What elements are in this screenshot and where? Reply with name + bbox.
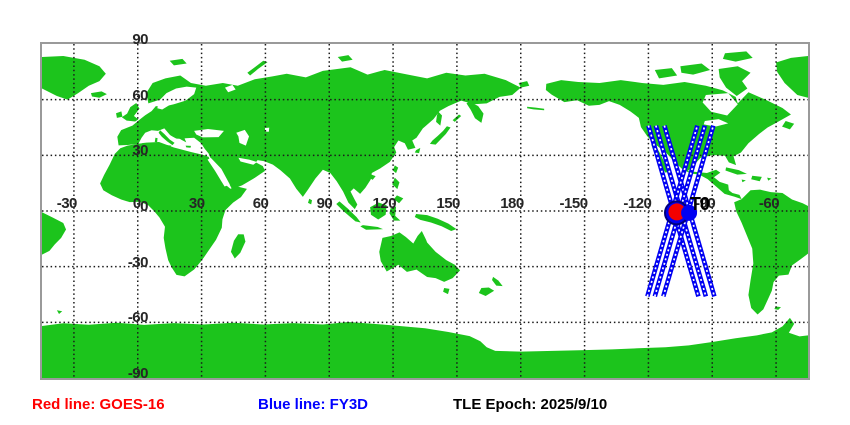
world-map	[42, 51, 808, 378]
continent-greenland-west	[42, 56, 106, 100]
fy3d-track-core-desc-2	[663, 125, 716, 297]
sea-great-lakes	[703, 119, 729, 127]
goes16-marker	[668, 203, 686, 221]
sea-baltic	[157, 88, 188, 110]
epoch-marker-label: T0	[689, 193, 710, 214]
island-crete	[185, 145, 191, 148]
island-java	[360, 225, 384, 230]
peninsula-greece	[178, 135, 187, 143]
continent-africa	[100, 141, 247, 277]
island-sulawesi	[389, 206, 401, 221]
island-hispaniola	[751, 175, 762, 182]
fy3d-marker-front	[681, 204, 698, 221]
island-sri-lanka	[307, 198, 313, 205]
island-sakhalin	[436, 111, 443, 126]
island-newfoundland	[782, 121, 795, 130]
fy3d-track-core-desc-1	[655, 125, 707, 297]
continent-antarctica	[42, 317, 808, 378]
legend-fy3d: Blue line: FY3D	[258, 396, 369, 413]
fy3d-track-core-asc-2	[662, 125, 715, 297]
continent-australia	[379, 231, 461, 282]
island-arctic	[680, 63, 711, 75]
fy3d-track-core-asc-1	[653, 125, 706, 297]
island-iceland	[90, 91, 107, 98]
legend-goes16: Red line: GOES-16	[32, 396, 165, 413]
fy3d-track-core-asc-0	[646, 125, 699, 297]
island-mindanao	[393, 195, 404, 204]
continent-greenland-east	[776, 56, 808, 98]
island-britain	[121, 103, 140, 122]
peninsula-kamchatka	[466, 101, 484, 123]
island-jamaica	[741, 179, 746, 183]
island-puerto-rico	[767, 177, 772, 181]
island-aleutians	[527, 106, 545, 111]
peninsula-italy	[158, 130, 175, 146]
island-victoria	[654, 68, 678, 79]
island-nz-north	[492, 276, 503, 287]
island-novaya-zemlya	[247, 60, 268, 76]
island-svalbard	[169, 58, 187, 66]
island-sumatra	[336, 201, 361, 223]
island-tasmania	[443, 288, 450, 295]
island-ireland	[116, 111, 123, 118]
sea-hudson-bay	[702, 93, 738, 116]
legend-tle-epoch: TLE Epoch: 2025/9/10	[453, 396, 608, 413]
sea-persian-gulf	[238, 157, 257, 165]
island-south-georgia	[56, 310, 63, 314]
mediterranean-lands	[154, 130, 211, 149]
island-sardinia	[154, 137, 158, 143]
island-new-guinea	[414, 213, 457, 232]
sea-white	[224, 84, 236, 93]
island-hainan	[369, 174, 376, 180]
island-cyprus	[206, 146, 211, 149]
island-nz-south	[478, 287, 495, 296]
island-madagascar	[230, 234, 246, 259]
island-ellesmere	[722, 51, 753, 62]
continent-south-america	[734, 189, 808, 315]
island-taiwan	[392, 165, 399, 174]
island-baffin	[718, 66, 751, 96]
island-sicily	[166, 145, 172, 149]
continent-brazil-wrap	[42, 212, 67, 255]
island-japan	[429, 126, 451, 145]
island-kyushu	[414, 147, 421, 154]
fy3d-track-core-desc-0	[647, 125, 700, 297]
island-severnaya-zemlya	[337, 55, 353, 62]
sea-red	[207, 157, 230, 187]
island-cuba	[725, 167, 747, 175]
sea-caspian	[236, 129, 250, 146]
island-luzon	[392, 177, 400, 190]
